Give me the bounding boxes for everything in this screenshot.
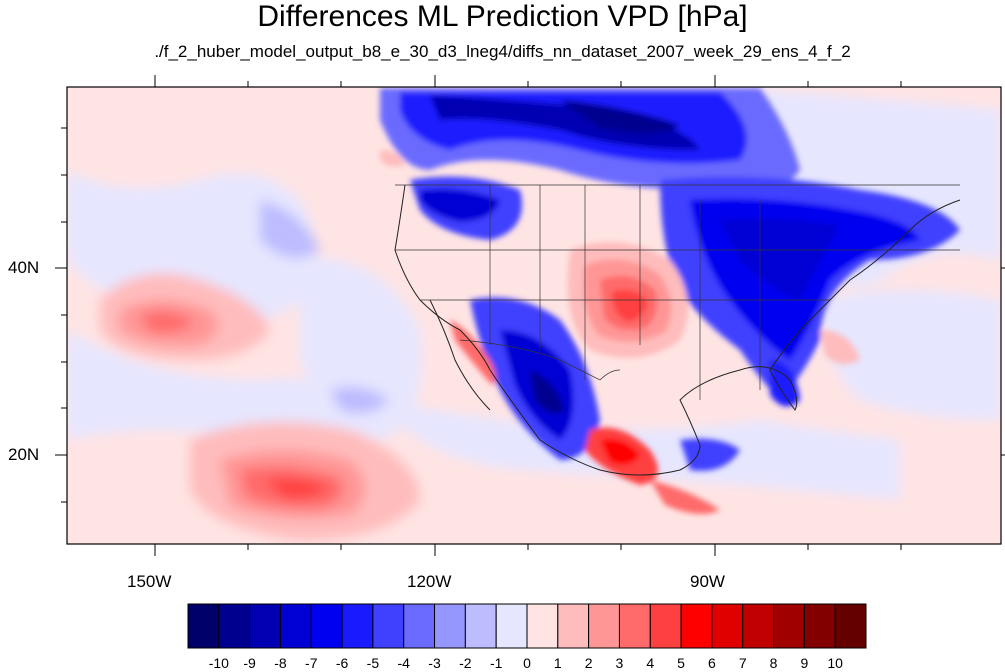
colorbar-box [526, 603, 559, 649]
colorbar-box [803, 603, 836, 649]
colorbar-box [464, 603, 497, 649]
colorbar-tick-label: 6 [708, 655, 716, 671]
colorbar-tick-label: -5 [366, 655, 380, 671]
colorbar-tick-label: 3 [615, 655, 624, 671]
lon-ticks [154, 75, 902, 556]
colorbar-box [495, 603, 528, 649]
colorbar-tick-label: 10 [827, 655, 843, 671]
colorbar-tick-label: -8 [274, 655, 287, 671]
colorbar-box [649, 603, 682, 649]
lon-label-120w: 120W [407, 572, 452, 591]
lat-ticks [55, 127, 1005, 503]
colorbar-box [249, 603, 281, 649]
colorbar-tick-label: -4 [397, 655, 410, 671]
colorbar-tick-label: 1 [553, 655, 562, 671]
colorbar-box [557, 603, 590, 649]
colorbar-tick-label: 0 [523, 655, 531, 671]
colorbar-box [742, 603, 775, 649]
colorbar-tick-label: -7 [305, 655, 318, 671]
colorbar-box [403, 603, 436, 649]
colorbar-tick-label: 2 [584, 655, 593, 671]
colorbar-box [618, 603, 651, 649]
lat-label-20n: 20N [8, 445, 40, 464]
lon-label-90w: 90W [690, 572, 725, 591]
chart-subtitle: ./f_2_huber_model_output_b8_e_30_d3_lneg… [154, 42, 851, 61]
colorbar [187, 603, 867, 649]
colorbar-box [372, 603, 405, 649]
chart-title: Differences ML Prediction VPD [hPa] [257, 0, 748, 33]
lat-label-40n: 40N [8, 258, 40, 277]
colorbar-tick-label: 5 [677, 655, 685, 671]
colorbar-tick-label: 4 [646, 655, 655, 671]
heatmap-field [67, 87, 1001, 544]
colorbar-box [218, 603, 251, 649]
colorbar-box [711, 603, 744, 649]
colorbar-tick-label: -6 [335, 655, 349, 671]
colorbar-box [680, 603, 713, 649]
colorbar-tick-label: -3 [428, 655, 441, 671]
political-borders [395, 184, 960, 400]
colorbar-tick-label: -1 [489, 655, 503, 671]
colorbar-tick-label: -9 [243, 655, 256, 671]
lon-label-150w: 150W [127, 572, 172, 591]
colorbar-box [279, 603, 312, 649]
colorbar-box [341, 603, 374, 649]
colorbar-box [834, 603, 867, 649]
colorbar-tick-label: -2 [459, 655, 472, 671]
colorbar-tick-label: 9 [800, 655, 809, 671]
colorbar-tick-label: 8 [769, 655, 778, 671]
colorbar-box [187, 603, 220, 649]
colorbar-tick-label: -10 [208, 655, 229, 671]
colorbar-box [588, 603, 620, 649]
colorbar-box [773, 603, 805, 649]
coastlines [394, 184, 961, 476]
colorbar-box [310, 603, 343, 649]
colorbar-tick-label: 7 [738, 655, 747, 671]
colorbar-box [434, 603, 466, 649]
